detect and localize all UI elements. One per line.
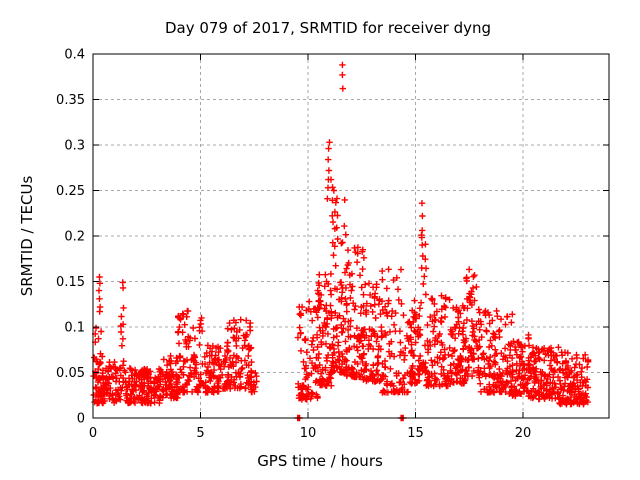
chart-title: Day 079 of 2017, SRMTID for receiver dyn… xyxy=(164,19,492,37)
x-tick-label: 20 xyxy=(515,426,532,441)
x-tick-label: 5 xyxy=(196,426,204,441)
y-tick-label: 0.25 xyxy=(56,184,85,199)
x-tick-label: 10 xyxy=(300,426,317,441)
x-tick-label: 15 xyxy=(407,426,424,441)
y-tick-label: 0.15 xyxy=(56,275,85,290)
y-tick-label: 0.3 xyxy=(64,139,85,154)
y-tick-label: 0.2 xyxy=(64,230,85,245)
scatter-points xyxy=(90,61,592,422)
y-tick-label: 0 xyxy=(77,412,85,427)
x-axis-label: GPS time / hours xyxy=(257,452,383,470)
x-tick-label: 0 xyxy=(89,426,97,441)
y-tick-label: 0.4 xyxy=(64,48,85,63)
y-tick-label: 0.35 xyxy=(56,93,85,108)
y-tick-label: 0.05 xyxy=(56,366,85,381)
y-axis-label: SRMTID / TECUs xyxy=(18,175,36,297)
y-tick-label: 0.1 xyxy=(64,321,85,336)
